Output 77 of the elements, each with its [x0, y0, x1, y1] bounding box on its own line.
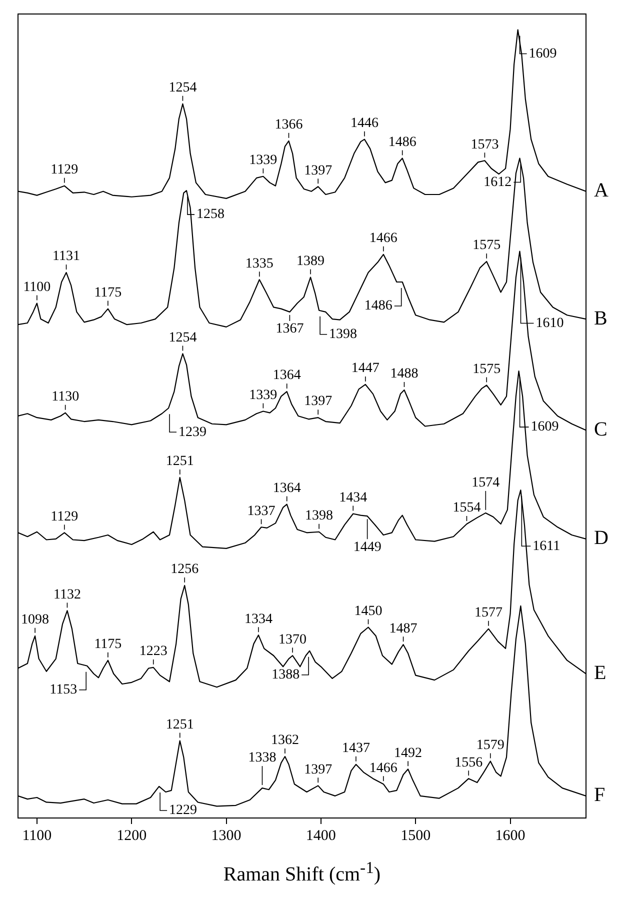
x-tick-label: 1100 [22, 828, 52, 844]
annotation: 1397 [304, 163, 332, 178]
series-label: F [594, 784, 606, 806]
annotation: 1389 [296, 254, 325, 269]
annotation: 1364 [272, 480, 301, 496]
annotation: 1575 [472, 362, 501, 377]
annotation: 1251 [166, 717, 194, 732]
annotation: 1449 [353, 540, 382, 555]
annotation: 1577 [474, 605, 502, 620]
annotation: 1398 [305, 508, 334, 524]
annotation: 1131 [52, 249, 80, 264]
annotation: 1609 [528, 46, 557, 62]
annotation: 1223 [139, 644, 168, 660]
annotation: 1446 [350, 116, 378, 131]
annotation: 1466 [369, 760, 398, 776]
annotation: 1370 [278, 632, 307, 648]
annotation: 1366 [274, 118, 303, 133]
series-label: D [594, 527, 608, 550]
annotation: 1335 [245, 256, 274, 272]
annotation: 1575 [472, 238, 501, 254]
annotation: 1130 [52, 390, 80, 405]
annotation: 1098 [21, 612, 50, 628]
annotation: 1447 [351, 361, 380, 376]
annotation: 1254 [168, 330, 197, 346]
x-tick-label: 1200 [116, 828, 147, 844]
annotation: 1397 [304, 394, 332, 410]
series-label: B [594, 307, 608, 330]
annotation: 1573 [470, 137, 499, 152]
annotation: 1129 [50, 509, 78, 524]
annotation: 1612 [484, 174, 512, 190]
annotation: 1339 [249, 153, 278, 168]
annotation: 1334 [244, 612, 272, 627]
annotation: 1175 [94, 285, 122, 300]
annotation: 1610 [536, 316, 564, 331]
annotation: 1364 [272, 368, 301, 384]
annotation: 1254 [168, 80, 197, 96]
annotation: 1488 [390, 366, 418, 382]
series-label: E [594, 662, 606, 684]
annotation: 1486 [364, 298, 392, 314]
annotation: 1100 [23, 280, 51, 295]
annotation: 1487 [389, 621, 418, 636]
annotation: 1132 [53, 587, 81, 602]
x-tick-label: 1500 [400, 828, 431, 844]
annotation: 1554 [452, 500, 481, 516]
annotation: 1256 [170, 562, 199, 578]
annotation: 1175 [94, 637, 122, 652]
annotation: 1556 [454, 755, 483, 770]
annotation: 1251 [166, 454, 194, 470]
annotation: 1388 [272, 668, 300, 683]
x-tick-label: 1300 [211, 828, 242, 844]
annotation: 1466 [369, 231, 398, 246]
annotation: 1129 [50, 162, 78, 178]
annotation: 1609 [530, 420, 559, 435]
annotation: 1492 [394, 746, 422, 761]
series-label: C [594, 418, 608, 440]
annotation: 1611 [532, 538, 560, 554]
x-axis-title: Raman Shift (cm$^{-1}$) [222, 858, 382, 887]
annotation: 1153 [50, 682, 78, 698]
series-label: A [594, 180, 609, 202]
x-tick-label: 1400 [306, 828, 336, 844]
annotation: 1362 [270, 733, 299, 748]
annotation: 1258 [196, 207, 225, 222]
annotation: 1486 [388, 134, 416, 150]
annotation: 1574 [472, 476, 500, 491]
annotation: 1339 [249, 388, 278, 403]
annotation: 1437 [342, 741, 370, 756]
annotation: 1229 [169, 803, 198, 818]
annotation: 1434 [339, 490, 368, 506]
annotation: 1397 [304, 762, 332, 778]
annotation: 1579 [476, 738, 504, 753]
annotation: 1398 [329, 327, 358, 342]
annotation: 1367 [276, 322, 304, 337]
annotation: 1338 [248, 750, 276, 766]
x-tick-label: 1600 [495, 828, 526, 844]
annotation: 1337 [247, 504, 276, 519]
annotation: 1450 [354, 604, 382, 619]
annotation: 1239 [178, 424, 207, 440]
